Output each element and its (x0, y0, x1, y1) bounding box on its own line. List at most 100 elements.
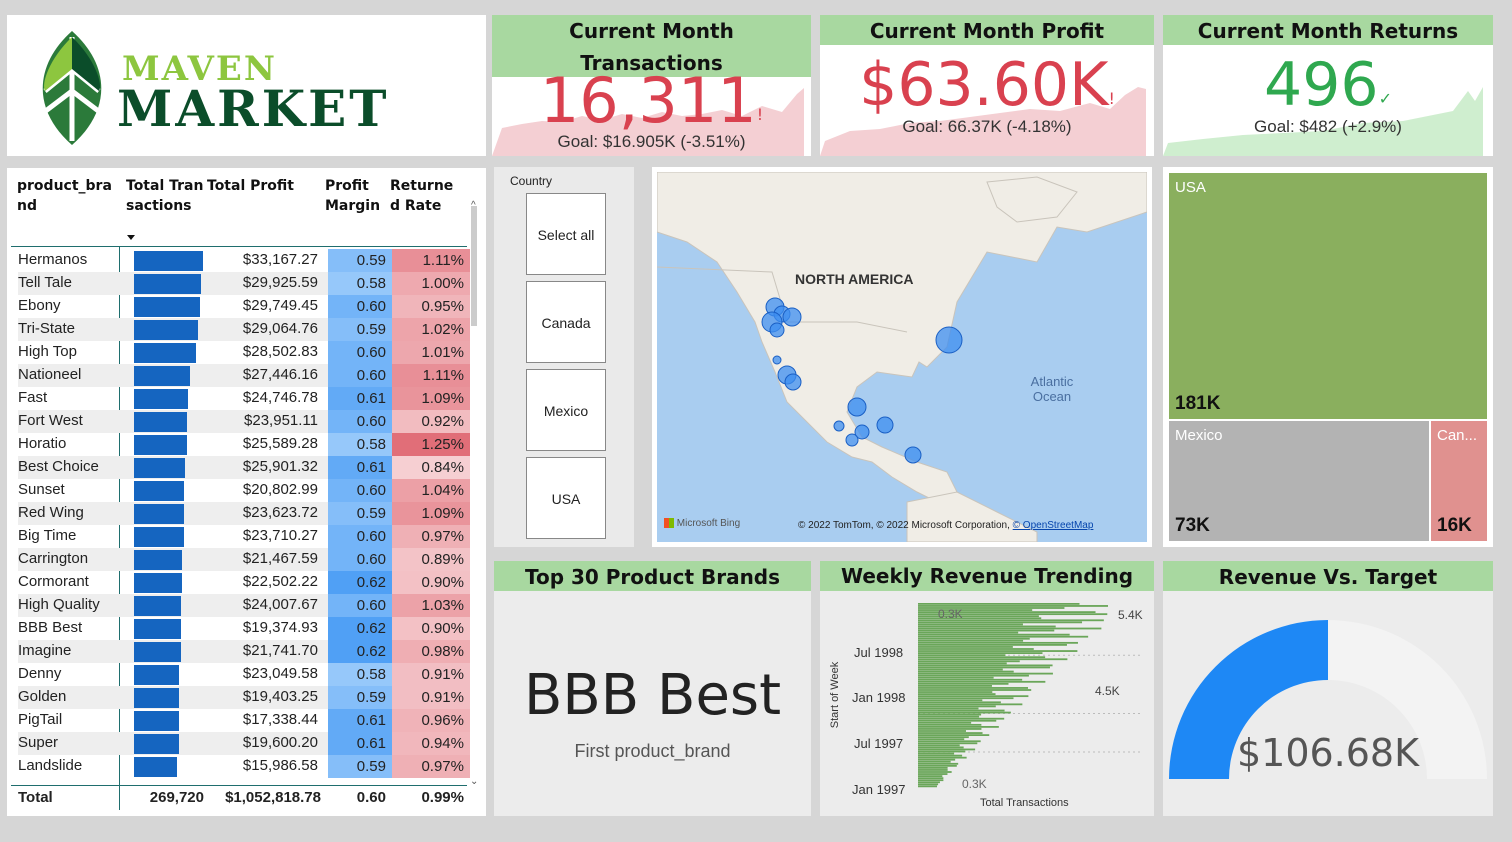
transactions-value-text: 16,311 (539, 64, 757, 137)
weekly-bar (918, 617, 1042, 620)
weekly-bar (918, 750, 966, 753)
weekly-bar (918, 732, 983, 734)
cell-profit: $15,986.58 (242, 757, 318, 774)
profit-sparkline (820, 87, 1146, 156)
table-row[interactable]: Carrington $21,467.59 0.60 0.89% (18, 548, 470, 571)
table-row[interactable]: Imagine $21,741.70 0.62 0.98% (18, 640, 470, 663)
slicer-option-select-all[interactable]: Select all (526, 193, 606, 275)
table-row[interactable]: Tri-State $29,064.76 0.59 1.02% (18, 318, 470, 341)
slicer-option-usa[interactable]: USA (526, 457, 606, 539)
cell-profit: $22,502.22 (242, 573, 318, 590)
weekly-bar (918, 756, 967, 759)
cell-transactions-bar (134, 389, 188, 409)
table-row[interactable]: Hermanos $33,167.27 0.59 1.11% (18, 249, 470, 272)
cell-brand: Fort West (18, 412, 83, 429)
table-row[interactable]: Horatio $25,589.28 0.58 1.25% (18, 433, 470, 456)
col-header-profit[interactable]: Total Profit (207, 178, 294, 194)
treemap-usa[interactable]: USA 181K (1169, 173, 1487, 419)
cell-returned-rate: 1.00% (392, 272, 470, 295)
table-row[interactable]: Cormorant $22,502.22 0.62 0.90% (18, 571, 470, 594)
weekly-bar (918, 652, 1043, 654)
leaf-logo-icon (41, 31, 103, 145)
table-row[interactable]: Tell Tale $29,925.59 0.58 1.00% (18, 272, 470, 295)
top-brand-value: BBB Best (523, 663, 782, 728)
total-profit: $1,052,818.78 (225, 789, 321, 806)
weekly-bar (918, 701, 1001, 704)
table-row[interactable]: High Top $28,502.83 0.60 1.01% (18, 341, 470, 364)
col-header-margin[interactable]: Profit Margin (325, 178, 381, 214)
weekly-bar (918, 769, 948, 771)
table-row[interactable]: Super $19,600.20 0.61 0.94% (18, 732, 470, 755)
cell-margin: 0.60 (328, 479, 392, 502)
treemap-mexico[interactable]: Mexico 73K (1169, 421, 1429, 541)
weekly-bar (918, 635, 1089, 638)
table-row[interactable]: Golden $19,403.25 0.59 0.91% (18, 686, 470, 709)
scrollbar-thumb[interactable] (471, 206, 477, 326)
revenue-gauge-card: Revenue Vs. Target $106.68K (1163, 561, 1493, 816)
weekly-bar (918, 678, 1023, 681)
slicer-option-mexico[interactable]: Mexico (526, 369, 606, 451)
cell-brand: PigTail (18, 711, 63, 728)
weekly-bar (918, 680, 1046, 683)
cell-margin: 0.59 (328, 249, 392, 272)
top-brand-card: Top 30 Product Brands BBB Best First pro… (494, 561, 811, 816)
osm-link[interactable]: © OpenStreetMap (1012, 520, 1094, 531)
weekly-bar (918, 629, 1055, 632)
table-row[interactable]: Sunset $20,802.99 0.60 1.04% (18, 479, 470, 502)
cell-returned-rate: 0.91% (392, 663, 470, 686)
cell-returned-rate: 0.84% (392, 456, 470, 479)
weekly-tick-4: Jan 1997 (852, 782, 906, 797)
kpi-profit-title: Current Month Profit (820, 15, 1154, 45)
weekly-bar (918, 730, 966, 732)
north-america-map[interactable] (657, 172, 1147, 542)
kpi-returns-value: 496✓ (1163, 53, 1493, 117)
table-row[interactable]: Best Choice $25,901.32 0.61 0.84% (18, 456, 470, 479)
col-header-transactions[interactable]: Total Transactions (126, 178, 204, 214)
cell-transactions-bar (134, 343, 196, 363)
table-row[interactable]: Landslide $15,986.58 0.59 0.97% (18, 755, 470, 778)
cell-returned-rate: 1.11% (392, 364, 470, 387)
table-row[interactable]: Denny $23,049.58 0.58 0.91% (18, 663, 470, 686)
slicer-option-canada[interactable]: Canada (526, 281, 606, 363)
scrollbar-down-icon[interactable]: ⌄ (470, 776, 479, 787)
scrollbar[interactable]: ^ ⌄ (469, 200, 479, 790)
weekly-revenue-title: Weekly Revenue Trending (820, 561, 1154, 591)
table-row[interactable]: High Quality $24,007.67 0.60 1.03% (18, 594, 470, 617)
col-header-returns[interactable]: Returned Rate (390, 178, 454, 214)
table-row[interactable]: PigTail $17,338.44 0.61 0.96% (18, 709, 470, 732)
weekly-bar (918, 670, 1014, 673)
cell-margin: 0.60 (328, 594, 392, 617)
cell-margin: 0.62 (328, 617, 392, 640)
revenue-gauge[interactable] (1163, 591, 1493, 816)
weekly-bar (918, 662, 1007, 665)
col-header-brand[interactable]: product_brand (17, 178, 112, 214)
table-row[interactable]: Red Wing $23,623.72 0.59 1.09% (18, 502, 470, 525)
table-row[interactable]: BBB Best $19,374.93 0.62 0.90% (18, 617, 470, 640)
country-slicer: Country Select all Canada Mexico USA (494, 167, 634, 547)
cell-profit: $23,623.72 (242, 504, 318, 521)
table-row[interactable]: Nationeel $27,446.16 0.60 1.11% (18, 364, 470, 387)
cell-transactions-bar (134, 320, 198, 340)
cell-margin: 0.59 (328, 686, 392, 709)
cell-returned-rate: 0.90% (392, 617, 470, 640)
sort-desc-icon[interactable] (127, 235, 135, 240)
scrollbar-up-icon[interactable]: ^ (471, 200, 476, 211)
treemap-canada[interactable]: Can... 16K (1431, 421, 1487, 541)
table-row[interactable]: Big Time $23,710.27 0.60 0.97% (18, 525, 470, 548)
table-row[interactable]: Fort West $23,951.11 0.60 0.92% (18, 410, 470, 433)
cell-transactions-bar (134, 366, 190, 386)
cell-transactions-bar (134, 297, 200, 317)
weekly-bar (918, 656, 1046, 659)
weekly-bar (918, 695, 1029, 698)
weekly-bar-chart[interactable] (918, 603, 1148, 793)
weekly-xlabel: Total Transactions (980, 797, 1069, 809)
cell-transactions-bar (134, 688, 179, 708)
table-row[interactable]: Fast $24,746.78 0.61 1.09% (18, 387, 470, 410)
table-row[interactable]: Ebony $29,749.45 0.60 0.95% (18, 295, 470, 318)
weekly-bar (918, 603, 1080, 605)
cell-brand: High Quality (18, 596, 100, 613)
weekly-bar (918, 752, 955, 755)
cell-profit: $29,925.59 (242, 274, 318, 291)
weekly-bar (918, 715, 980, 718)
kpi-profit-card: Current Month Profit $63.60K! Goal: 66.3… (820, 15, 1154, 156)
